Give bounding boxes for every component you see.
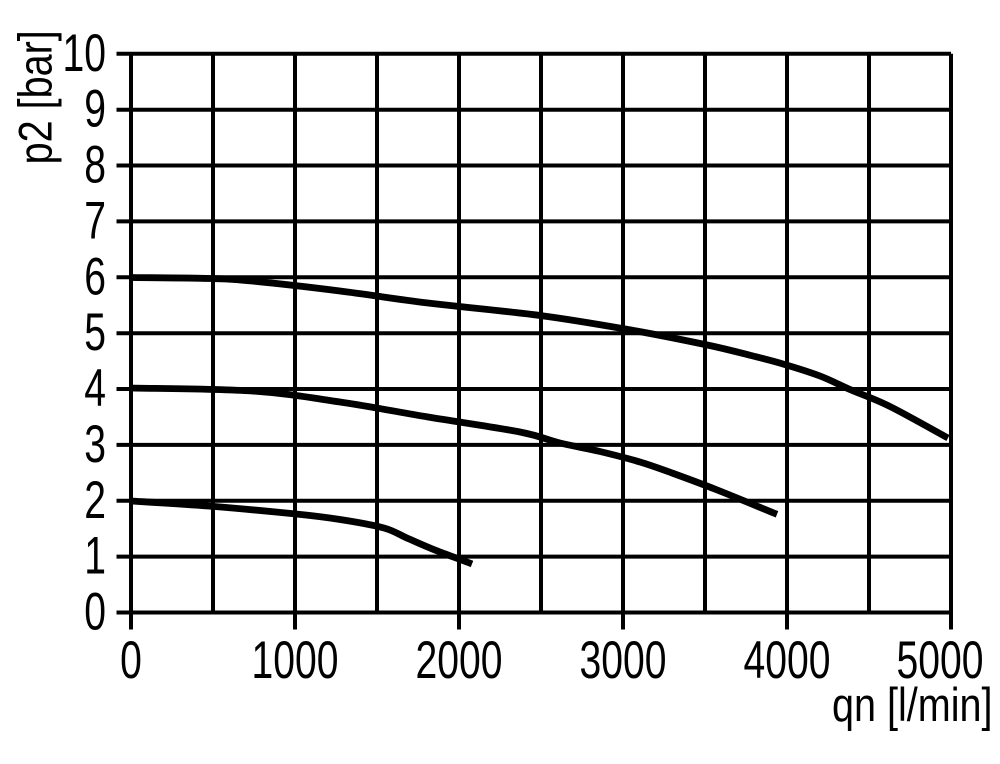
svg-text:3000: 3000 [580, 631, 667, 690]
svg-text:qn [l/min]: qn [l/min] [832, 679, 993, 732]
svg-text:p2 [bar]: p2 [bar] [10, 30, 63, 164]
svg-text:4000: 4000 [744, 631, 831, 690]
svg-text:5000: 5000 [897, 631, 984, 690]
svg-text:8: 8 [84, 136, 106, 195]
svg-text:2: 2 [84, 471, 106, 530]
svg-text:4: 4 [84, 359, 106, 418]
svg-text:6: 6 [84, 247, 106, 306]
svg-text:7: 7 [84, 191, 106, 250]
svg-text:5: 5 [84, 303, 106, 362]
svg-text:0: 0 [84, 583, 106, 642]
svg-text:9: 9 [84, 80, 106, 139]
svg-text:1000: 1000 [252, 631, 339, 690]
svg-text:10: 10 [63, 24, 107, 83]
svg-text:1: 1 [84, 527, 106, 586]
svg-text:2000: 2000 [416, 631, 503, 690]
svg-text:0: 0 [120, 631, 142, 690]
svg-text:3: 3 [84, 415, 106, 474]
